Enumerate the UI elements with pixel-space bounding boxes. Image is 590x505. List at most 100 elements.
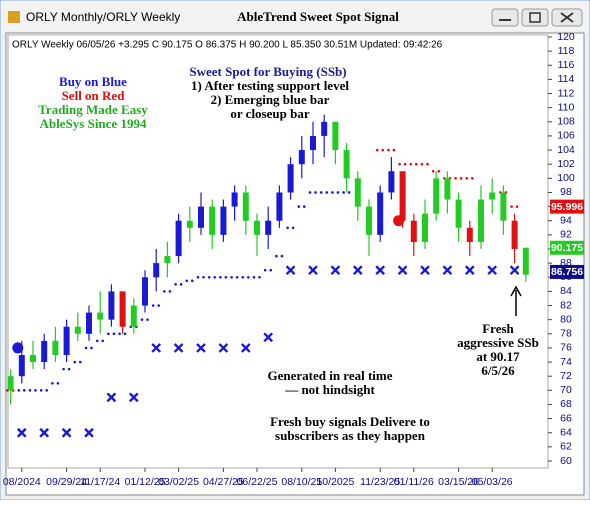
x-tick-label: 10/2025 [316, 476, 354, 488]
annotation-text: Generated in real time [267, 368, 392, 383]
y-tick-label: 60 [560, 455, 572, 467]
candle-body [522, 247, 529, 275]
support-dot [157, 304, 160, 307]
minimize-button[interactable] [491, 8, 519, 27]
support-dot [90, 346, 93, 350]
y-tick-label: 62 [560, 441, 572, 453]
resistance-dot [387, 148, 390, 152]
info-line: ORLY Weekly 06/05/26 +3.295 C 90.175 O 8… [12, 40, 443, 51]
candle-body [321, 121, 328, 136]
app-icon [8, 11, 20, 23]
support-dot [185, 279, 189, 283]
ssb-marker [352, 265, 363, 276]
y-tick-label: 114 [558, 73, 575, 85]
candle-body [489, 192, 496, 200]
signal-point [393, 215, 405, 227]
support-dot [23, 389, 26, 392]
candle-body [455, 199, 462, 228]
resistance-dot [403, 162, 407, 166]
resistance-dot [426, 162, 429, 166]
y-tick-label: 76 [560, 342, 572, 354]
y-tick-label: 94 [560, 215, 572, 227]
y-tick-label: 102 [557, 158, 575, 170]
ssb-marker [39, 427, 50, 438]
support-dot [79, 360, 82, 364]
x-tick-label: 05/03/26 [472, 476, 513, 488]
legend-text: Buy on Blue [59, 74, 127, 89]
support-dot [179, 283, 183, 286]
support-dot [224, 275, 228, 279]
support-dot [213, 275, 216, 279]
maximize-button[interactable] [521, 8, 549, 27]
candle-body [242, 192, 249, 221]
y-tick-label: 88 [560, 257, 572, 269]
resistance-dot [381, 148, 385, 152]
support-dot [196, 275, 200, 279]
support-dot [84, 346, 88, 350]
y-tick-label: 74 [560, 356, 572, 368]
support-dot [107, 332, 110, 336]
y-tick-label: 80 [560, 313, 572, 325]
candle-body [310, 135, 316, 151]
candle-body [7, 376, 14, 391]
support-dot [168, 290, 172, 293]
support-dot [280, 254, 284, 258]
support-dot [347, 191, 351, 194]
y-tick-label: 120 [557, 31, 575, 43]
y-tick-label: 64 [560, 427, 572, 439]
resistance-dot [454, 177, 457, 180]
ssb-marker [442, 265, 453, 276]
resistance-dot [415, 162, 418, 166]
ssb-marker [397, 265, 408, 276]
candle-body [410, 220, 417, 242]
ssb-marker [375, 265, 386, 276]
support-dot [118, 332, 121, 336]
y-tick-label: 98 [560, 186, 572, 198]
annotation-text: Fresh [482, 321, 514, 336]
ssb-marker [330, 265, 341, 276]
support-dot [163, 290, 166, 293]
ssb-marker [509, 265, 520, 276]
ssb-marker [84, 427, 94, 438]
resistance-dot [471, 177, 474, 180]
candle-body [298, 150, 305, 165]
title-bar [1, 1, 589, 31]
support-dot [247, 275, 250, 279]
annotation-text: 6/5/26 [481, 363, 515, 378]
support-dot [51, 381, 54, 385]
support-dot [45, 389, 48, 392]
resistance-dot [420, 162, 424, 166]
support-dot [56, 381, 60, 385]
support-dot [297, 205, 301, 208]
support-dot [207, 275, 211, 279]
x-tick-label: 11/17/24 [80, 476, 120, 488]
candle-body [265, 220, 272, 235]
candle-body [108, 291, 115, 320]
support-dot [140, 318, 144, 321]
annotation-arrow [510, 285, 522, 316]
resistance-dot [392, 148, 396, 152]
annotation-text: Fresh buy signals Delivere to [270, 414, 430, 429]
resistance-dot [375, 148, 379, 152]
candle-body [97, 312, 104, 320]
price-tag [550, 264, 584, 279]
candle-body [63, 326, 70, 355]
x-tick-label: 03/15/26 [438, 476, 479, 488]
support-dot [67, 367, 71, 371]
candle-body [366, 206, 372, 235]
annotation-text: 2) Emerging blue bar [211, 92, 330, 107]
ssb-marker [420, 265, 430, 276]
y-tick-label: 82 [560, 299, 572, 311]
candle-body [142, 277, 148, 306]
x-tick-label: 11/23/25 [360, 476, 400, 488]
ssb-marker [487, 265, 498, 276]
resistance-dot [465, 177, 469, 180]
candle-body [399, 171, 406, 221]
ssb-marker [173, 343, 184, 353]
x-tick-label: 01/11/26 [394, 476, 434, 488]
support-dot [303, 205, 306, 208]
candle-body [153, 263, 160, 278]
maximize-icon [529, 12, 541, 23]
x-tick-label: 03/02/25 [158, 476, 199, 488]
